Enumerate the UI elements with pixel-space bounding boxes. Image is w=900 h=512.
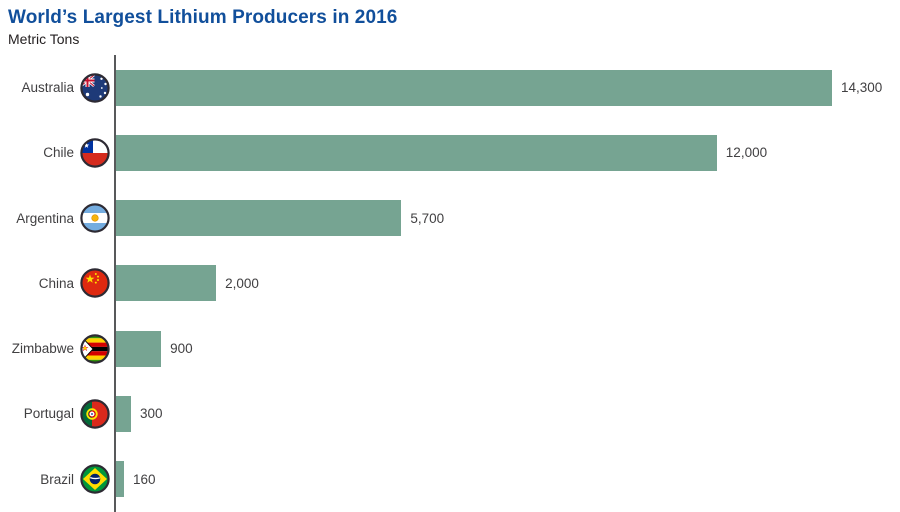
bar-row: Portugal 300 xyxy=(0,381,900,447)
value-label: 300 xyxy=(140,406,163,422)
brazil-flag-icon xyxy=(80,464,110,494)
category-label-cell: Chile xyxy=(0,138,114,168)
category-label-cell: Brazil xyxy=(0,464,114,494)
value-label: 2,000 xyxy=(225,275,259,291)
chile-flag-icon xyxy=(80,138,110,168)
bar-row: Zimbabwe 900 xyxy=(0,316,900,382)
country-label: Brazil xyxy=(40,471,74,487)
portugal-flag-icon xyxy=(80,399,110,429)
country-label: China xyxy=(38,275,74,291)
bar xyxy=(116,69,832,106)
bar xyxy=(116,330,162,367)
category-label-cell: Argentina xyxy=(0,203,114,233)
bar xyxy=(116,395,131,432)
value-label: 900 xyxy=(170,341,193,357)
bar-area: 300 xyxy=(114,381,900,447)
bar-chart-area: Australia 14,300 Chile 12,000 Argentina 5,… xyxy=(0,55,900,512)
category-label-cell: Portugal xyxy=(0,399,114,429)
bar xyxy=(116,265,217,302)
value-label: 160 xyxy=(133,471,156,487)
chart-header: World’s Largest Lithium Producers in 201… xyxy=(0,0,900,48)
bar-area: 900 xyxy=(114,316,900,382)
country-label: Argentina xyxy=(16,210,74,226)
bar-area: 160 xyxy=(114,446,900,512)
bar-area: 5,700 xyxy=(114,185,900,251)
category-label-cell: Zimbabwe xyxy=(0,333,114,364)
chart-unit-label: Metric Tons xyxy=(8,31,80,47)
bar-row: Chile 12,000 xyxy=(0,120,900,186)
zimbabwe-flag-icon xyxy=(80,333,110,364)
china-flag-icon xyxy=(80,268,110,299)
bar-row: Australia 14,300 xyxy=(0,55,900,121)
country-label: Chile xyxy=(43,145,74,161)
bar-area: 14,300 xyxy=(114,55,900,121)
bar-area: 12,000 xyxy=(114,120,900,186)
bar xyxy=(116,134,717,171)
bar xyxy=(116,200,402,237)
country-label: Australia xyxy=(21,80,74,96)
country-label: Zimbabwe xyxy=(11,341,74,357)
category-label-cell: China xyxy=(0,268,114,299)
bar-area: 2,000 xyxy=(114,250,900,317)
chart-title: World’s Largest Lithium Producers in 201… xyxy=(8,7,398,28)
category-label-cell: Australia xyxy=(0,72,114,103)
argentina-flag-icon xyxy=(80,203,110,233)
value-label: 5,700 xyxy=(410,210,445,226)
bar xyxy=(116,461,124,498)
bar-row: Brazil 160 xyxy=(0,446,900,512)
value-label: 12,000 xyxy=(725,145,768,161)
bar-row: China 2,000 xyxy=(0,250,900,317)
country-label: Portugal xyxy=(23,406,74,422)
australia-flag-icon xyxy=(80,72,110,103)
value-label: 14,300 xyxy=(841,80,883,96)
bar-row: Argentina 5,700 xyxy=(0,185,900,251)
